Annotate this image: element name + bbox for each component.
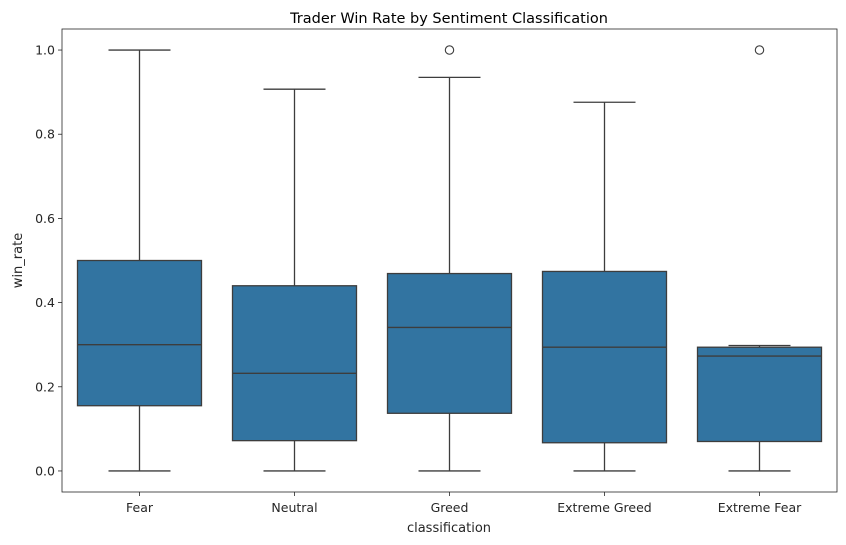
box-group-greed [386, 45, 513, 472]
x-tick-label: Extreme Fear [718, 500, 802, 515]
y-axis: 0.0 0.2 0.4 0.6 0.8 1.0 [35, 43, 62, 478]
iqr-box [231, 285, 358, 442]
boxes-layer [76, 45, 823, 472]
x-tick-label: Extreme Greed [557, 500, 651, 515]
iqr-box [696, 346, 823, 443]
x-tick-label: Greed [431, 500, 469, 515]
y-axis-label: win_rate [11, 233, 26, 288]
y-tick-label: 1.0 [35, 43, 55, 58]
outlier-point [754, 45, 765, 55]
iqr-box [386, 272, 513, 414]
box-group-extreme-fear [696, 45, 823, 472]
box-group-extreme-greed [541, 101, 668, 472]
iqr-box [76, 259, 203, 407]
y-tick-label: 0.6 [35, 211, 55, 226]
chart-title: Trader Win Rate by Sentiment Classificat… [289, 11, 608, 27]
iqr-box [541, 270, 668, 444]
x-tick-label: Fear [126, 500, 154, 515]
x-tick-label: Neutral [271, 500, 317, 515]
x-axis-label: classification [407, 521, 491, 536]
y-tick-label: 0.0 [35, 463, 55, 478]
outlier-point [444, 45, 455, 55]
box-group-neutral [231, 88, 358, 472]
y-tick-label: 0.2 [35, 379, 55, 394]
y-tick-label: 0.4 [35, 295, 55, 310]
x-axis: Fear Neutral Greed Extreme Greed Extreme Fea… [126, 492, 802, 515]
box-group-fear [76, 49, 203, 472]
y-tick-label: 0.8 [35, 127, 55, 142]
